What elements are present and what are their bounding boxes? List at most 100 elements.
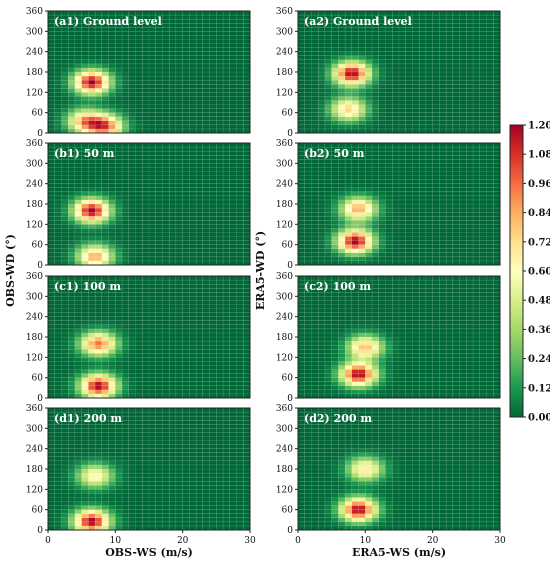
heatmap-cell	[378, 142, 386, 148]
heatmap-cell	[168, 287, 177, 293]
heatmap-cell	[216, 240, 224, 245]
heatmap-cell	[311, 179, 319, 184]
heatmap-cell	[351, 67, 359, 73]
heatmap-cell	[412, 224, 420, 229]
heatmap-cell	[331, 224, 339, 229]
heatmap-cell	[378, 154, 386, 160]
heatmap-cell	[74, 211, 82, 217]
heatmap-cell	[189, 256, 197, 262]
heatmap-cell	[311, 304, 319, 309]
heatmap-cell	[493, 59, 501, 65]
heatmap-cell	[243, 236, 251, 241]
heatmap-cell	[358, 112, 366, 117]
heatmap-cell	[182, 332, 190, 338]
heatmap-cell	[148, 195, 156, 201]
heatmap-cell	[331, 211, 339, 217]
heatmap-cell	[148, 357, 156, 362]
heatmap-cell	[195, 120, 204, 126]
heatmap-cell	[351, 116, 359, 122]
heatmap-cell	[135, 171, 143, 176]
heatmap-cell	[128, 142, 136, 148]
heatmap-cell	[425, 35, 433, 40]
heatmap-cell	[452, 92, 460, 97]
heatmap-cell	[459, 228, 467, 233]
heatmap-cell	[162, 22, 170, 28]
heatmap-cell	[47, 248, 55, 254]
heatmap-cell	[378, 175, 386, 180]
heatmap-cell	[135, 175, 143, 180]
panel-label: (c1) 100 m	[54, 280, 121, 293]
heatmap-cell	[439, 27, 447, 32]
heatmap-cell	[47, 232, 55, 237]
heatmap-cell	[398, 228, 406, 233]
heatmap-cell	[168, 179, 177, 184]
heatmap-cell	[121, 300, 130, 305]
heatmap-cell	[452, 187, 460, 193]
heatmap-cell	[418, 154, 427, 160]
heatmap-cell	[338, 171, 346, 176]
heatmap-cell	[216, 236, 224, 241]
heatmap-cell	[378, 361, 386, 366]
heatmap-cell	[168, 207, 177, 213]
heatmap-cell	[222, 232, 231, 237]
heatmap-cell	[216, 47, 224, 52]
heatmap-cell	[142, 228, 150, 233]
heatmap-cell	[365, 244, 373, 249]
heatmap-cell	[459, 63, 467, 69]
heatmap-cell	[371, 108, 380, 113]
heatmap-cell	[128, 236, 136, 241]
heatmap-cell	[493, 248, 501, 254]
heatmap-cell	[148, 31, 156, 36]
heatmap-cell	[331, 120, 339, 126]
heatmap-cell	[297, 120, 305, 126]
heatmap-cell	[412, 35, 420, 40]
heatmap-cell	[418, 167, 427, 172]
heatmap-cell	[304, 51, 312, 56]
heatmap-cell	[121, 304, 130, 309]
heatmap-cell	[459, 252, 467, 258]
heatmap-cell	[236, 228, 244, 233]
heatmap-cell	[365, 357, 373, 362]
heatmap-cell	[466, 150, 474, 156]
heatmap-cell	[182, 283, 190, 289]
heatmap-cell	[432, 31, 440, 36]
heatmap-cell	[81, 236, 89, 241]
heatmap-cell	[365, 47, 373, 52]
heatmap-cell	[385, 353, 393, 358]
heatmap-cell	[412, 124, 420, 130]
heatmap-cell	[189, 47, 197, 52]
heatmap-cell	[385, 389, 393, 395]
heatmap-cell	[365, 324, 373, 330]
heatmap-cell	[88, 199, 96, 205]
heatmap-cell	[135, 63, 143, 69]
heatmap-cell	[338, 348, 346, 354]
heatmap-cell	[209, 63, 217, 69]
heatmap-cell	[358, 385, 366, 391]
heatmap-cell	[216, 357, 224, 362]
heatmap-cell	[61, 385, 69, 391]
heatmap-cell	[54, 92, 62, 97]
heatmap-cell	[155, 220, 163, 225]
heatmap-cell	[331, 232, 339, 237]
heatmap-cell	[412, 88, 420, 93]
heatmap-cell	[425, 215, 433, 221]
heatmap-cell	[216, 353, 224, 358]
heatmap-cell	[168, 104, 177, 109]
heatmap-cell	[344, 71, 353, 77]
heatmap-cell	[182, 389, 190, 395]
heatmap-cell	[311, 79, 319, 85]
heatmap-cell	[243, 220, 251, 225]
heatmap-cell	[405, 104, 413, 109]
heatmap-cell	[392, 154, 400, 160]
heatmap-cell	[405, 154, 413, 160]
heatmap-cell	[162, 292, 170, 297]
heatmap-cell	[74, 357, 82, 362]
heatmap-cell	[412, 67, 420, 73]
heatmap-cell	[425, 67, 433, 73]
heatmap-cell	[351, 220, 359, 225]
heatmap-cell	[47, 163, 55, 168]
heatmap-cell	[229, 195, 237, 201]
heatmap-cell	[378, 83, 386, 89]
heatmap-cell	[385, 373, 393, 378]
heatmap-cell	[182, 14, 190, 20]
